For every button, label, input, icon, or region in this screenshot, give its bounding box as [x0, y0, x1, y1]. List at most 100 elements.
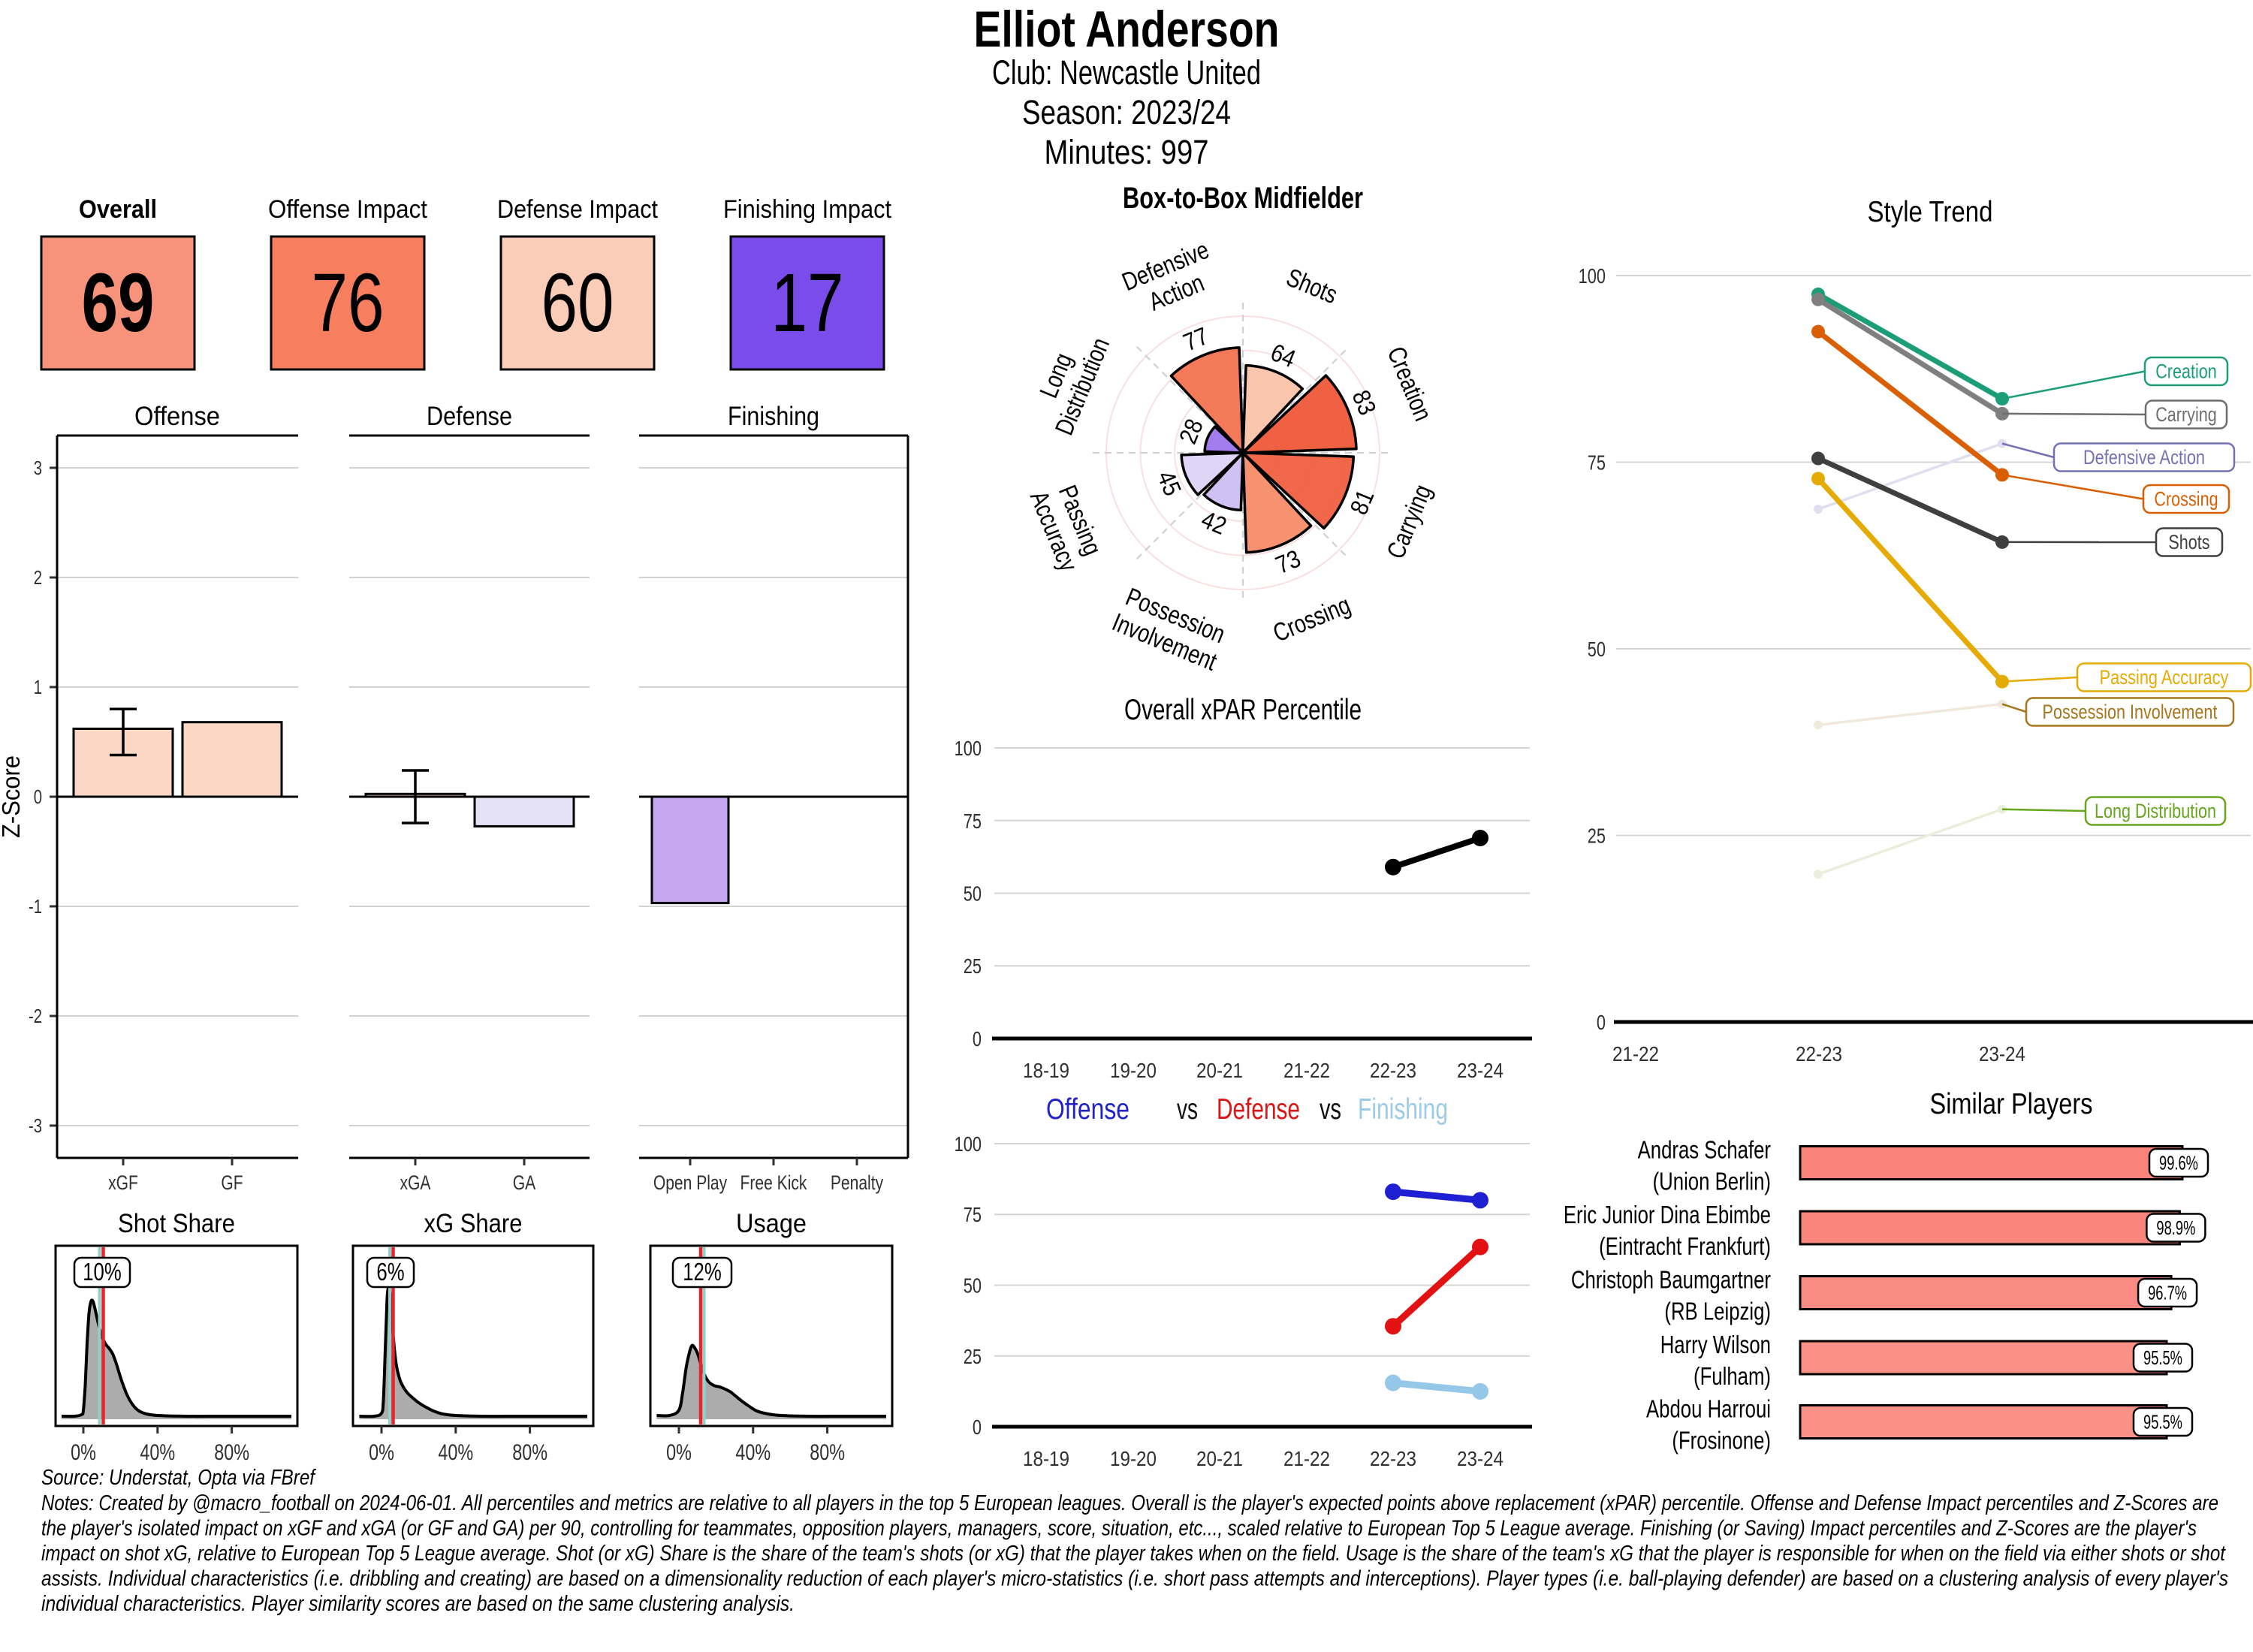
svg-text:Elliot Anderson: Elliot Anderson: [974, 1, 1280, 58]
svg-text:75: 75: [964, 1203, 982, 1226]
svg-text:23-24: 23-24: [1457, 1447, 1504, 1470]
svg-text:impact on shot xG, relative to: impact on shot xG, relative to European …: [41, 1542, 2227, 1566]
svg-text:25: 25: [1588, 824, 1606, 848]
svg-text:Free Kick: Free Kick: [740, 1171, 807, 1194]
svg-text:Possession Involvement: Possession Involvement: [2043, 701, 2218, 723]
svg-text:Finishing: Finishing: [728, 402, 819, 431]
svg-text:50: 50: [1588, 638, 1606, 661]
svg-text:Creation: Creation: [2155, 360, 2217, 383]
svg-text:(Frosinone): (Frosinone): [1672, 1427, 1771, 1455]
svg-text:22-23: 22-23: [1370, 1059, 1416, 1082]
svg-text:21-22: 21-22: [1283, 1059, 1330, 1082]
svg-text:20-21: 20-21: [1196, 1447, 1243, 1470]
svg-text:Offense: Offense: [134, 402, 220, 431]
svg-text:69: 69: [82, 257, 155, 349]
svg-text:98.9%: 98.9%: [2156, 1216, 2195, 1239]
svg-text:GA: GA: [513, 1171, 535, 1194]
svg-text:100: 100: [1579, 264, 1606, 288]
svg-text:40%: 40%: [735, 1440, 771, 1465]
svg-text:Overall xPAR Percentile: Overall xPAR Percentile: [1124, 694, 1362, 726]
svg-text:Style Trend: Style Trend: [1868, 196, 1993, 228]
svg-text:0: 0: [973, 1027, 982, 1051]
svg-text:Open Play: Open Play: [653, 1171, 728, 1194]
svg-text:Offense Impact: Offense Impact: [268, 195, 428, 224]
svg-text:3: 3: [34, 457, 42, 479]
svg-text:95.5%: 95.5%: [2143, 1411, 2182, 1433]
svg-text:80%: 80%: [810, 1440, 845, 1465]
svg-text:Similar Players: Similar Players: [1930, 1088, 2093, 1120]
svg-text:50: 50: [964, 882, 982, 906]
svg-text:Source: Understat, Opta via FB: Source: Understat, Opta via FBref: [41, 1466, 316, 1490]
svg-text:Andras Schafer: Andras Schafer: [1638, 1136, 1771, 1164]
svg-text:Box-to-Box Midfielder: Box-to-Box Midfielder: [1123, 182, 1363, 215]
svg-text:22-23: 22-23: [1370, 1447, 1416, 1470]
svg-text:0: 0: [34, 785, 42, 808]
svg-text:Finishing Impact: Finishing Impact: [723, 195, 892, 224]
svg-text:100: 100: [955, 737, 982, 760]
svg-text:Passing Accuracy: Passing Accuracy: [2100, 666, 2229, 689]
svg-text:Z-Score: Z-Score: [0, 755, 25, 838]
svg-text:80%: 80%: [214, 1440, 249, 1465]
svg-text:0: 0: [1597, 1011, 1606, 1034]
svg-text:Christoph Baumgartner: Christoph Baumgartner: [1571, 1266, 1771, 1294]
svg-text:22-23: 22-23: [1796, 1042, 1842, 1066]
svg-text:23-24: 23-24: [1979, 1042, 2025, 1066]
svg-text:(RB Leipzig): (RB Leipzig): [1664, 1298, 1771, 1325]
svg-text:40%: 40%: [140, 1440, 175, 1465]
svg-text:Harry Wilson: Harry Wilson: [1660, 1331, 1771, 1358]
svg-text:19-20: 19-20: [1110, 1447, 1157, 1470]
svg-text:-1: -1: [29, 895, 42, 918]
svg-text:10%: 10%: [83, 1258, 122, 1286]
svg-text:76: 76: [312, 257, 385, 349]
svg-text:19-20: 19-20: [1110, 1059, 1157, 1082]
svg-text:100: 100: [955, 1132, 982, 1156]
svg-text:0%: 0%: [666, 1440, 692, 1465]
svg-text:Long Distribution: Long Distribution: [2095, 800, 2216, 822]
svg-text:Shots: Shots: [2168, 531, 2209, 553]
svg-text:0: 0: [973, 1415, 982, 1439]
svg-text:Carrying: Carrying: [2155, 403, 2217, 426]
svg-text:vs: vs: [1320, 1093, 1341, 1126]
svg-text:Season: 2023/24: Season: 2023/24: [1022, 93, 1231, 131]
svg-text:12%: 12%: [683, 1258, 722, 1286]
svg-text:assists. Individual characteri: assists. Individual characteristics (i.e…: [41, 1567, 2228, 1591]
svg-text:95.5%: 95.5%: [2143, 1346, 2182, 1369]
svg-text:40%: 40%: [438, 1440, 473, 1465]
svg-text:Offense: Offense: [1046, 1093, 1130, 1126]
svg-text:(Eintracht Frankfurt): (Eintracht Frankfurt): [1599, 1232, 1771, 1260]
svg-text:21-22: 21-22: [1283, 1447, 1330, 1470]
svg-text:0%: 0%: [71, 1440, 96, 1465]
svg-text:60: 60: [541, 257, 614, 349]
svg-text:80%: 80%: [512, 1440, 547, 1465]
svg-text:17: 17: [771, 257, 844, 349]
svg-text:Finishing: Finishing: [1358, 1093, 1448, 1126]
svg-text:xGA: xGA: [400, 1171, 431, 1194]
svg-text:-3: -3: [29, 1114, 42, 1137]
svg-text:(Fulham): (Fulham): [1694, 1362, 1771, 1390]
svg-text:50: 50: [964, 1274, 982, 1298]
svg-text:GF: GF: [221, 1171, 243, 1194]
svg-text:6%: 6%: [376, 1258, 404, 1286]
svg-text:18-19: 18-19: [1023, 1059, 1069, 1082]
svg-text:individual characteristics. Pl: individual characteristics. Player simil…: [41, 1592, 795, 1616]
svg-text:20-21: 20-21: [1196, 1059, 1243, 1082]
svg-text:75: 75: [964, 809, 982, 833]
svg-text:Abdou Harroui: Abdou Harroui: [1646, 1395, 1771, 1423]
svg-text:xGF: xGF: [108, 1171, 138, 1194]
svg-text:Club: Newcastle United: Club: Newcastle United: [992, 53, 1261, 92]
svg-text:Defensive Action: Defensive Action: [2083, 446, 2205, 469]
svg-text:Crossing: Crossing: [2154, 488, 2218, 511]
svg-text:Defense: Defense: [427, 402, 512, 431]
svg-text:Defense Impact: Defense Impact: [497, 195, 658, 224]
svg-text:Notes: Created by @macro_footb: Notes: Created by @macro_football on 202…: [41, 1491, 2218, 1515]
svg-text:75: 75: [1588, 451, 1606, 475]
svg-text:xG Share: xG Share: [424, 1209, 523, 1238]
svg-text:18-19: 18-19: [1023, 1447, 1069, 1470]
svg-text:Eric Junior Dina Ebimbe: Eric Junior Dina Ebimbe: [1564, 1201, 1771, 1228]
svg-text:Shot Share: Shot Share: [118, 1209, 235, 1238]
svg-text:96.7%: 96.7%: [2148, 1282, 2187, 1304]
svg-text:25: 25: [964, 1345, 982, 1368]
svg-text:21-22: 21-22: [1612, 1042, 1659, 1066]
svg-text:1: 1: [34, 676, 42, 698]
svg-text:Usage: Usage: [736, 1209, 807, 1238]
